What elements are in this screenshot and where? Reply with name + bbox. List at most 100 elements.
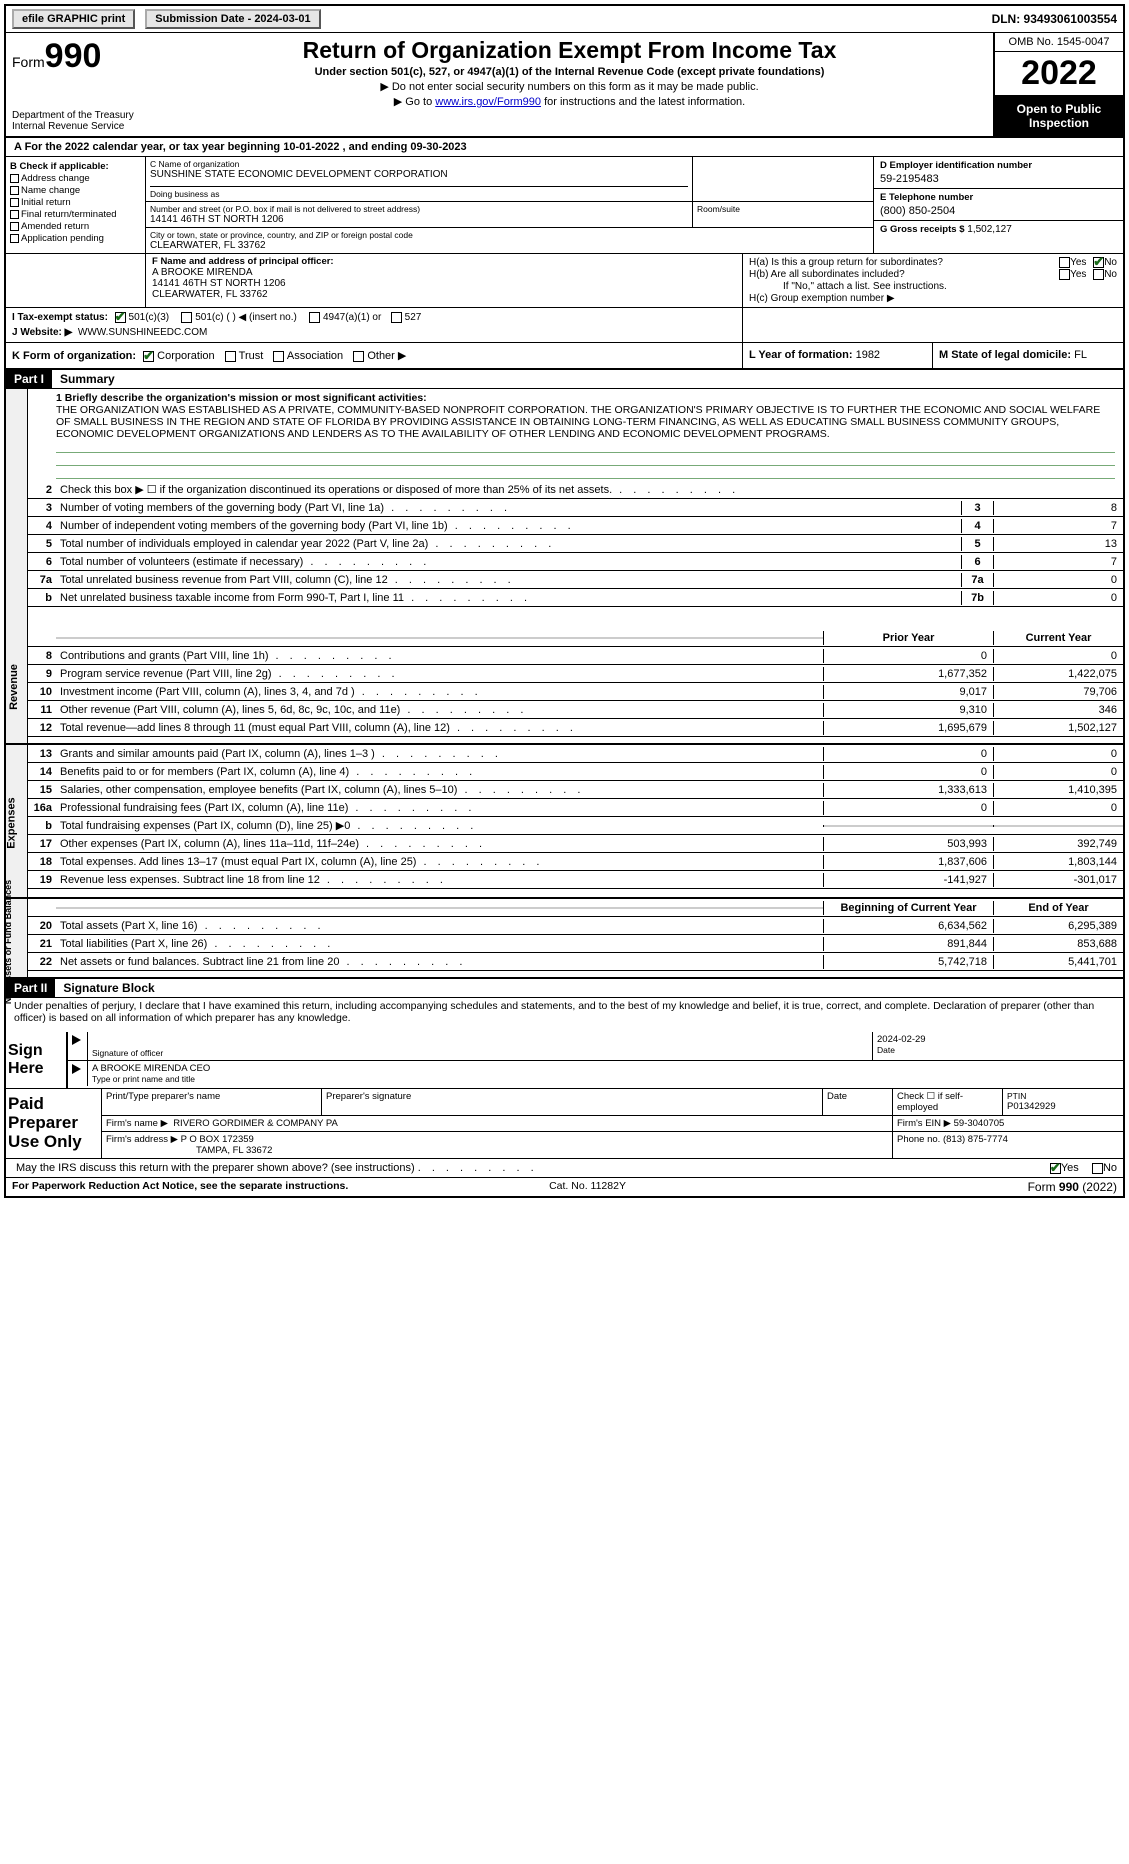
paid-phone-lbl: Phone no. [897, 1134, 940, 1145]
row-text: Benefits paid to or for members (Part IX… [56, 765, 823, 779]
row-prior: 0 [823, 649, 993, 663]
expenses-section: Expenses 13Grants and similar amounts pa… [6, 745, 1123, 899]
chk-pending[interactable]: Application pending [10, 233, 141, 244]
sign-arrow [68, 1032, 88, 1060]
chk-amended[interactable]: Amended return [10, 221, 141, 232]
row-text: Number of independent voting members of … [56, 519, 961, 533]
chk-initial[interactable]: Initial return [10, 197, 141, 208]
paid-label: Paid Preparer Use Only [6, 1089, 101, 1158]
i-501c3: 501(c)(3) [129, 312, 170, 323]
row-num: 12 [28, 721, 56, 735]
tax-year: 2022 [995, 52, 1123, 96]
row-prior: 0 [823, 801, 993, 815]
chk-address[interactable]: Address change [10, 173, 141, 184]
row-val: 13 [993, 537, 1123, 551]
col-b-cont [6, 254, 146, 307]
row-num: 19 [28, 873, 56, 887]
col-c: C Name of organization SUNSHINE STATE EC… [146, 157, 873, 253]
k-other-box[interactable] [353, 351, 364, 362]
table-row: 6Total number of volunteers (estimate if… [28, 553, 1123, 571]
i-501c: 501(c) ( ) ◀ (insert no.) [195, 312, 297, 323]
k-block: K Form of organization: Corporation Trus… [6, 343, 743, 368]
ha-yes-box[interactable] [1059, 257, 1070, 268]
k-corp-box[interactable] [143, 351, 154, 362]
submission-date-button[interactable]: Submission Date - 2024-03-01 [145, 9, 320, 29]
chk-final[interactable]: Final return/terminated [10, 209, 141, 220]
paid-preparer-block: Paid Preparer Use Only Print/Type prepar… [6, 1089, 1123, 1159]
row-num: 2 [28, 483, 56, 497]
m-lbl: M State of legal domicile: [939, 349, 1071, 361]
line-a: A For the 2022 calendar year, or tax yea… [6, 138, 1123, 157]
irs-link[interactable]: www.irs.gov/Form990 [435, 96, 541, 108]
paid-addr-cell: Firm's address ▶ P O BOX 172359 TAMPA, F… [102, 1132, 893, 1158]
dln-label: DLN: 93493061003554 [992, 12, 1117, 26]
form-number: Form990 [12, 37, 140, 76]
paid-firm-lbl: Firm's name ▶ [106, 1118, 168, 1129]
row-num: 9 [28, 667, 56, 681]
efile-button[interactable]: efile GRAPHIC print [12, 9, 135, 29]
chk-name[interactable]: Name change [10, 185, 141, 196]
c-street: 14141 46TH ST NORTH 1206 [150, 214, 688, 225]
j-spacer [743, 308, 1123, 342]
hb-yes-box[interactable] [1059, 269, 1070, 280]
row-prior: 1,677,352 [823, 667, 993, 681]
hb-no: No [1104, 269, 1117, 280]
discuss-row: May the IRS discuss this return with the… [6, 1159, 1123, 1178]
sig-date-lbl: Date [877, 1045, 1119, 1055]
row-num: 22 [28, 955, 56, 969]
sig-officer-cell: Signature of officer [88, 1032, 873, 1060]
table-row: 16aProfessional fundraising fees (Part I… [28, 799, 1123, 817]
row-current: 1,502,127 [993, 721, 1123, 735]
f-name: A BROOKE MIRENDA [152, 267, 736, 278]
topbar: efile GRAPHIC print Submission Date - 20… [6, 6, 1123, 33]
i-501c-box[interactable] [181, 312, 192, 323]
table-row: 22Net assets or fund balances. Subtract … [28, 953, 1123, 971]
row-text: Total liabilities (Part X, line 26) [56, 937, 823, 951]
discuss-yes-box[interactable] [1050, 1163, 1061, 1174]
row-num: 18 [28, 855, 56, 869]
table-row: 20Total assets (Part X, line 16)6,634,56… [28, 917, 1123, 935]
rotate-exp: Expenses [6, 745, 28, 897]
ha-no-box[interactable] [1093, 257, 1104, 268]
i-501c3-box[interactable] [115, 312, 126, 323]
entity-block: B Check if applicable: Address change Na… [6, 157, 1123, 254]
row-num: 20 [28, 919, 56, 933]
form-title: Return of Organization Exempt From Incom… [152, 37, 987, 64]
table-row: 9Program service revenue (Part VIII, lin… [28, 665, 1123, 683]
row-num: 4 [28, 519, 56, 533]
i-527-box[interactable] [391, 312, 402, 323]
mission-lead: 1 Briefly describe the organization's mi… [56, 392, 1115, 404]
row-num: 13 [28, 747, 56, 761]
row-num: b [28, 591, 56, 605]
ha-lbl: H(a) Is this a group return for subordin… [749, 257, 989, 268]
f-addr1: 14141 46TH ST NORTH 1206 [152, 278, 736, 289]
row-text: Grants and similar amounts paid (Part IX… [56, 747, 823, 761]
paid-ptin-lbl: PTIN [1007, 1091, 1119, 1101]
row-text: Other revenue (Part VIII, column (A), li… [56, 703, 823, 717]
col-prior-year: Prior Year [823, 631, 993, 645]
na-content: Beginning of Current Year End of Year 20… [28, 899, 1123, 977]
mission-block: 1 Briefly describe the organization's mi… [28, 389, 1123, 481]
discuss-no-box[interactable] [1092, 1163, 1103, 1174]
k-assoc-box[interactable] [273, 351, 284, 362]
table-row: 8Contributions and grants (Part VIII, li… [28, 647, 1123, 665]
paid-body: Print/Type preparer's name Preparer's si… [101, 1089, 1123, 1158]
sign-row-1: Signature of officer 2024-02-29 Date [68, 1032, 1123, 1061]
row-prior: 9,310 [823, 703, 993, 717]
paid-ein: 59-3040705 [954, 1118, 1005, 1129]
hb-no-box[interactable] [1093, 269, 1104, 280]
h-block: H(a) Is this a group return for subordin… [743, 254, 1123, 307]
blank-line-3 [56, 466, 1115, 479]
table-row: 7aTotal unrelated business revenue from … [28, 571, 1123, 589]
na-header-row: Beginning of Current Year End of Year [28, 899, 1123, 917]
rotate-na: Net Assets or Fund Balances [6, 899, 28, 977]
row-box: 7a [961, 573, 993, 587]
lineA-mid: , and ending [343, 141, 411, 153]
row-num: b [28, 819, 56, 833]
row-current: 1,410,395 [993, 783, 1123, 797]
row-current: 392,749 [993, 837, 1123, 851]
i-4947-box[interactable] [309, 312, 320, 323]
i-lbl: I Tax-exempt status: [12, 312, 108, 323]
k-trust-box[interactable] [225, 351, 236, 362]
part-ii-num: Part II [6, 979, 55, 997]
